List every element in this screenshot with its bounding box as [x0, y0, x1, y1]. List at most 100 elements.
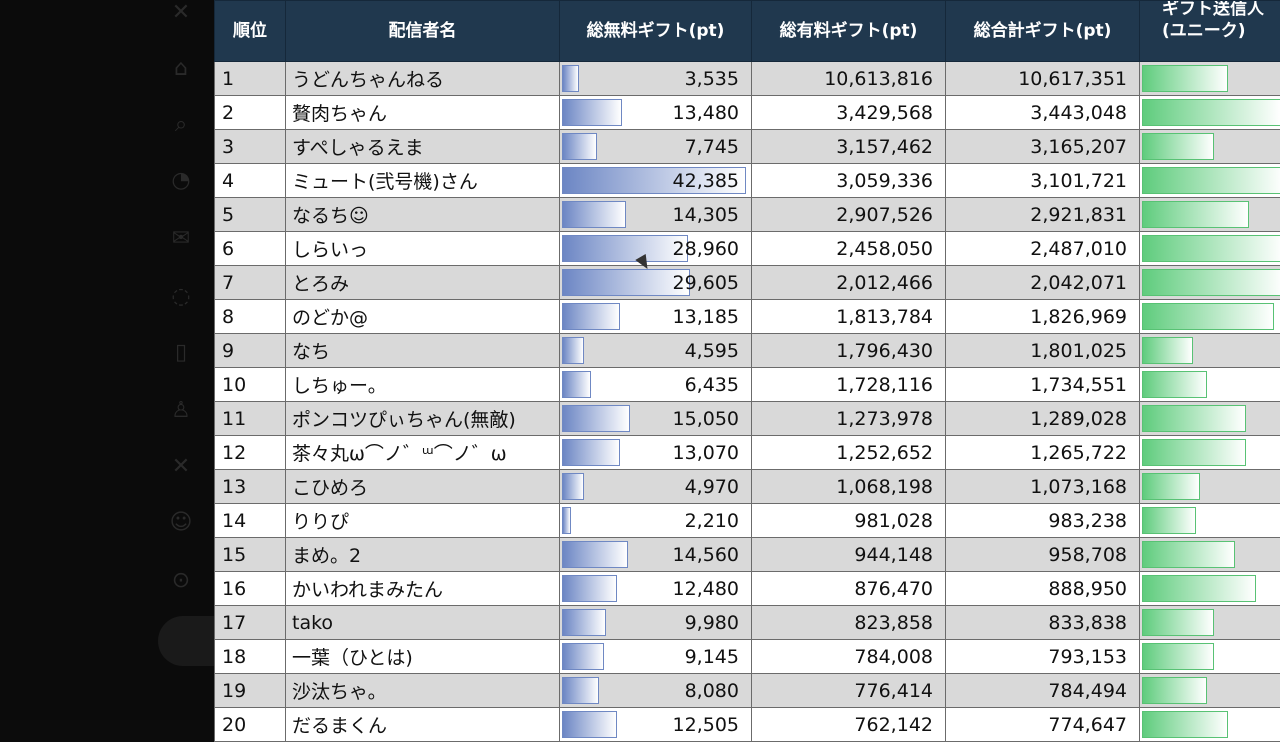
rank-cell: 20: [215, 708, 286, 742]
streamer-name-cell: しちゅー。: [286, 368, 560, 402]
free-gift-databar: [562, 235, 688, 262]
free-gift-databar: [562, 303, 620, 330]
unique-senders-cell: [1140, 96, 1280, 130]
free-gift-cell: 28,960: [560, 232, 752, 266]
free-gift-value: 15,050: [673, 408, 739, 430]
header-paid-gift: 総有料ギフト(pt): [752, 1, 946, 62]
free-gift-cell: 4,970: [560, 470, 752, 504]
more-icon[interactable]: ⊙: [168, 568, 194, 594]
messages-icon[interactable]: ✉: [168, 226, 194, 252]
unique-senders-databar: [1142, 405, 1246, 432]
unique-senders-databar: [1142, 473, 1200, 500]
free-gift-value: 14,560: [673, 544, 739, 566]
unique-senders-databar: [1142, 541, 1235, 568]
bookmarks-icon[interactable]: ▯: [168, 340, 194, 366]
free-gift-cell: 14,305: [560, 198, 752, 232]
streamer-name-cell: とろみ: [286, 266, 560, 300]
free-gift-cell: 42,385: [560, 164, 752, 198]
free-gift-value: 42,385: [673, 170, 739, 192]
free-gift-value: 9,145: [685, 646, 739, 668]
rank-cell: 12: [215, 436, 286, 470]
free-gift-databar: [562, 507, 571, 534]
free-gift-value: 13,070: [673, 442, 739, 464]
free-gift-databar: [562, 575, 617, 602]
communities-icon[interactable]: ♙: [168, 398, 194, 424]
notifications-icon[interactable]: ◔: [168, 168, 194, 194]
free-gift-cell: 9,980: [560, 606, 752, 640]
header-free-gift: 総無料ギフト(pt): [560, 1, 752, 62]
paid-gift-cell: 1,273,978: [752, 402, 946, 436]
free-gift-value: 6,435: [685, 374, 739, 396]
profile-icon[interactable]: ☺: [168, 510, 194, 536]
rank-cell: 10: [215, 368, 286, 402]
header-unique-senders: ギフト送信人 (ユニーク): [1140, 1, 1280, 62]
rank-cell: 4: [215, 164, 286, 198]
grok-icon[interactable]: ◌: [168, 284, 194, 310]
streamer-name-cell: りりぴ: [286, 504, 560, 538]
rank-cell: 6: [215, 232, 286, 266]
free-gift-cell: 9,145: [560, 640, 752, 674]
premium-icon[interactable]: ✕: [168, 454, 194, 480]
free-gift-databar: [562, 643, 604, 670]
streamer-name-cell: 茶々丸ω⌒ノ゛ᵚ⌒ノ゛ω: [286, 436, 560, 470]
rank-cell: 2: [215, 96, 286, 130]
unique-senders-databar: [1142, 643, 1214, 670]
free-gift-value: 14,305: [673, 204, 739, 226]
free-gift-cell: 13,185: [560, 300, 752, 334]
free-gift-cell: 12,480: [560, 572, 752, 606]
home-icon[interactable]: ⌂: [168, 56, 194, 82]
total-gift-cell: 2,042,071: [946, 266, 1140, 300]
total-gift-cell: 1,826,969: [946, 300, 1140, 334]
paid-gift-cell: 1,728,116: [752, 368, 946, 402]
x-logo-icon[interactable]: ✕: [168, 0, 194, 26]
free-gift-cell: 13,480: [560, 96, 752, 130]
unique-senders-cell: [1140, 572, 1280, 606]
rank-cell: 1: [215, 62, 286, 96]
free-gift-databar: [562, 473, 584, 500]
gift-ranking-table: 順位 配信者名 総無料ギフト(pt) 総有料ギフト(pt) 総合計ギフト(pt)…: [214, 0, 1280, 742]
rank-cell: 3: [215, 130, 286, 164]
unique-senders-cell: [1140, 402, 1280, 436]
paid-gift-cell: 2,458,050: [752, 232, 946, 266]
search-icon[interactable]: ⌕: [168, 112, 194, 138]
paid-gift-cell: 1,813,784: [752, 300, 946, 334]
paid-gift-cell: 3,059,336: [752, 164, 946, 198]
unique-senders-cell: [1140, 334, 1280, 368]
free-gift-databar: [562, 541, 628, 568]
free-gift-databar: [562, 269, 690, 296]
total-gift-cell: 983,238: [946, 504, 1140, 538]
header-name: 配信者名: [286, 1, 560, 62]
paid-gift-cell: 876,470: [752, 572, 946, 606]
unique-senders-databar: [1142, 677, 1207, 704]
free-gift-cell: 8,080: [560, 674, 752, 708]
unique-senders-cell: [1140, 436, 1280, 470]
rank-cell: 18: [215, 640, 286, 674]
unique-senders-databar: [1142, 337, 1193, 364]
free-gift-databar: [562, 65, 579, 92]
unique-senders-cell: [1140, 470, 1280, 504]
free-gift-cell: 3,535: [560, 62, 752, 96]
total-gift-cell: 784,494: [946, 674, 1140, 708]
free-gift-value: 3,535: [685, 68, 739, 90]
total-gift-cell: 3,101,721: [946, 164, 1140, 198]
unique-senders-databar: [1142, 575, 1256, 602]
paid-gift-cell: 1,068,198: [752, 470, 946, 504]
free-gift-value: 9,980: [685, 612, 739, 634]
total-gift-cell: 3,443,048: [946, 96, 1140, 130]
paid-gift-cell: 10,613,816: [752, 62, 946, 96]
free-gift-value: 29,605: [673, 272, 739, 294]
unique-senders-cell: [1140, 368, 1280, 402]
paid-gift-cell: 776,414: [752, 674, 946, 708]
total-gift-cell: 2,921,831: [946, 198, 1140, 232]
free-gift-value: 8,080: [685, 680, 739, 702]
table-header-row: 順位 配信者名 総無料ギフト(pt) 総有料ギフト(pt) 総合計ギフト(pt)…: [215, 1, 1280, 62]
total-gift-cell: 10,617,351: [946, 62, 1140, 96]
unique-senders-databar: [1142, 133, 1214, 160]
